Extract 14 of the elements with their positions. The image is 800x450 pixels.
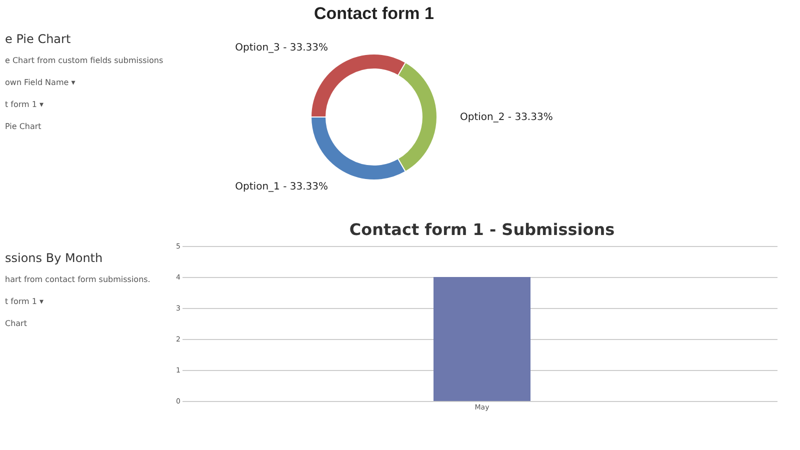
text: t form 1 ▾ — [5, 297, 44, 306]
text: hart from contact form submissions. — [5, 275, 150, 284]
slice-label: Option_2 - 33.33% — [460, 112, 553, 123]
text: e Chart from custom fields submissions — [5, 56, 164, 65]
chart-title: Contact form 1 - Submissions — [349, 220, 615, 239]
text: ssions By Month — [5, 251, 103, 265]
slice-label: Option_1 - 33.33% — [235, 181, 328, 192]
text: own Field Name ▾ — [5, 78, 76, 87]
slice-label: Option_3 - 33.33% — [235, 42, 328, 54]
text: Pie Chart — [5, 122, 42, 131]
text: e Pie Chart — [5, 32, 71, 46]
text: t form 1 ▾ — [5, 100, 44, 109]
text: Chart — [5, 319, 27, 328]
chart-title: Contact form 1 — [314, 4, 434, 23]
